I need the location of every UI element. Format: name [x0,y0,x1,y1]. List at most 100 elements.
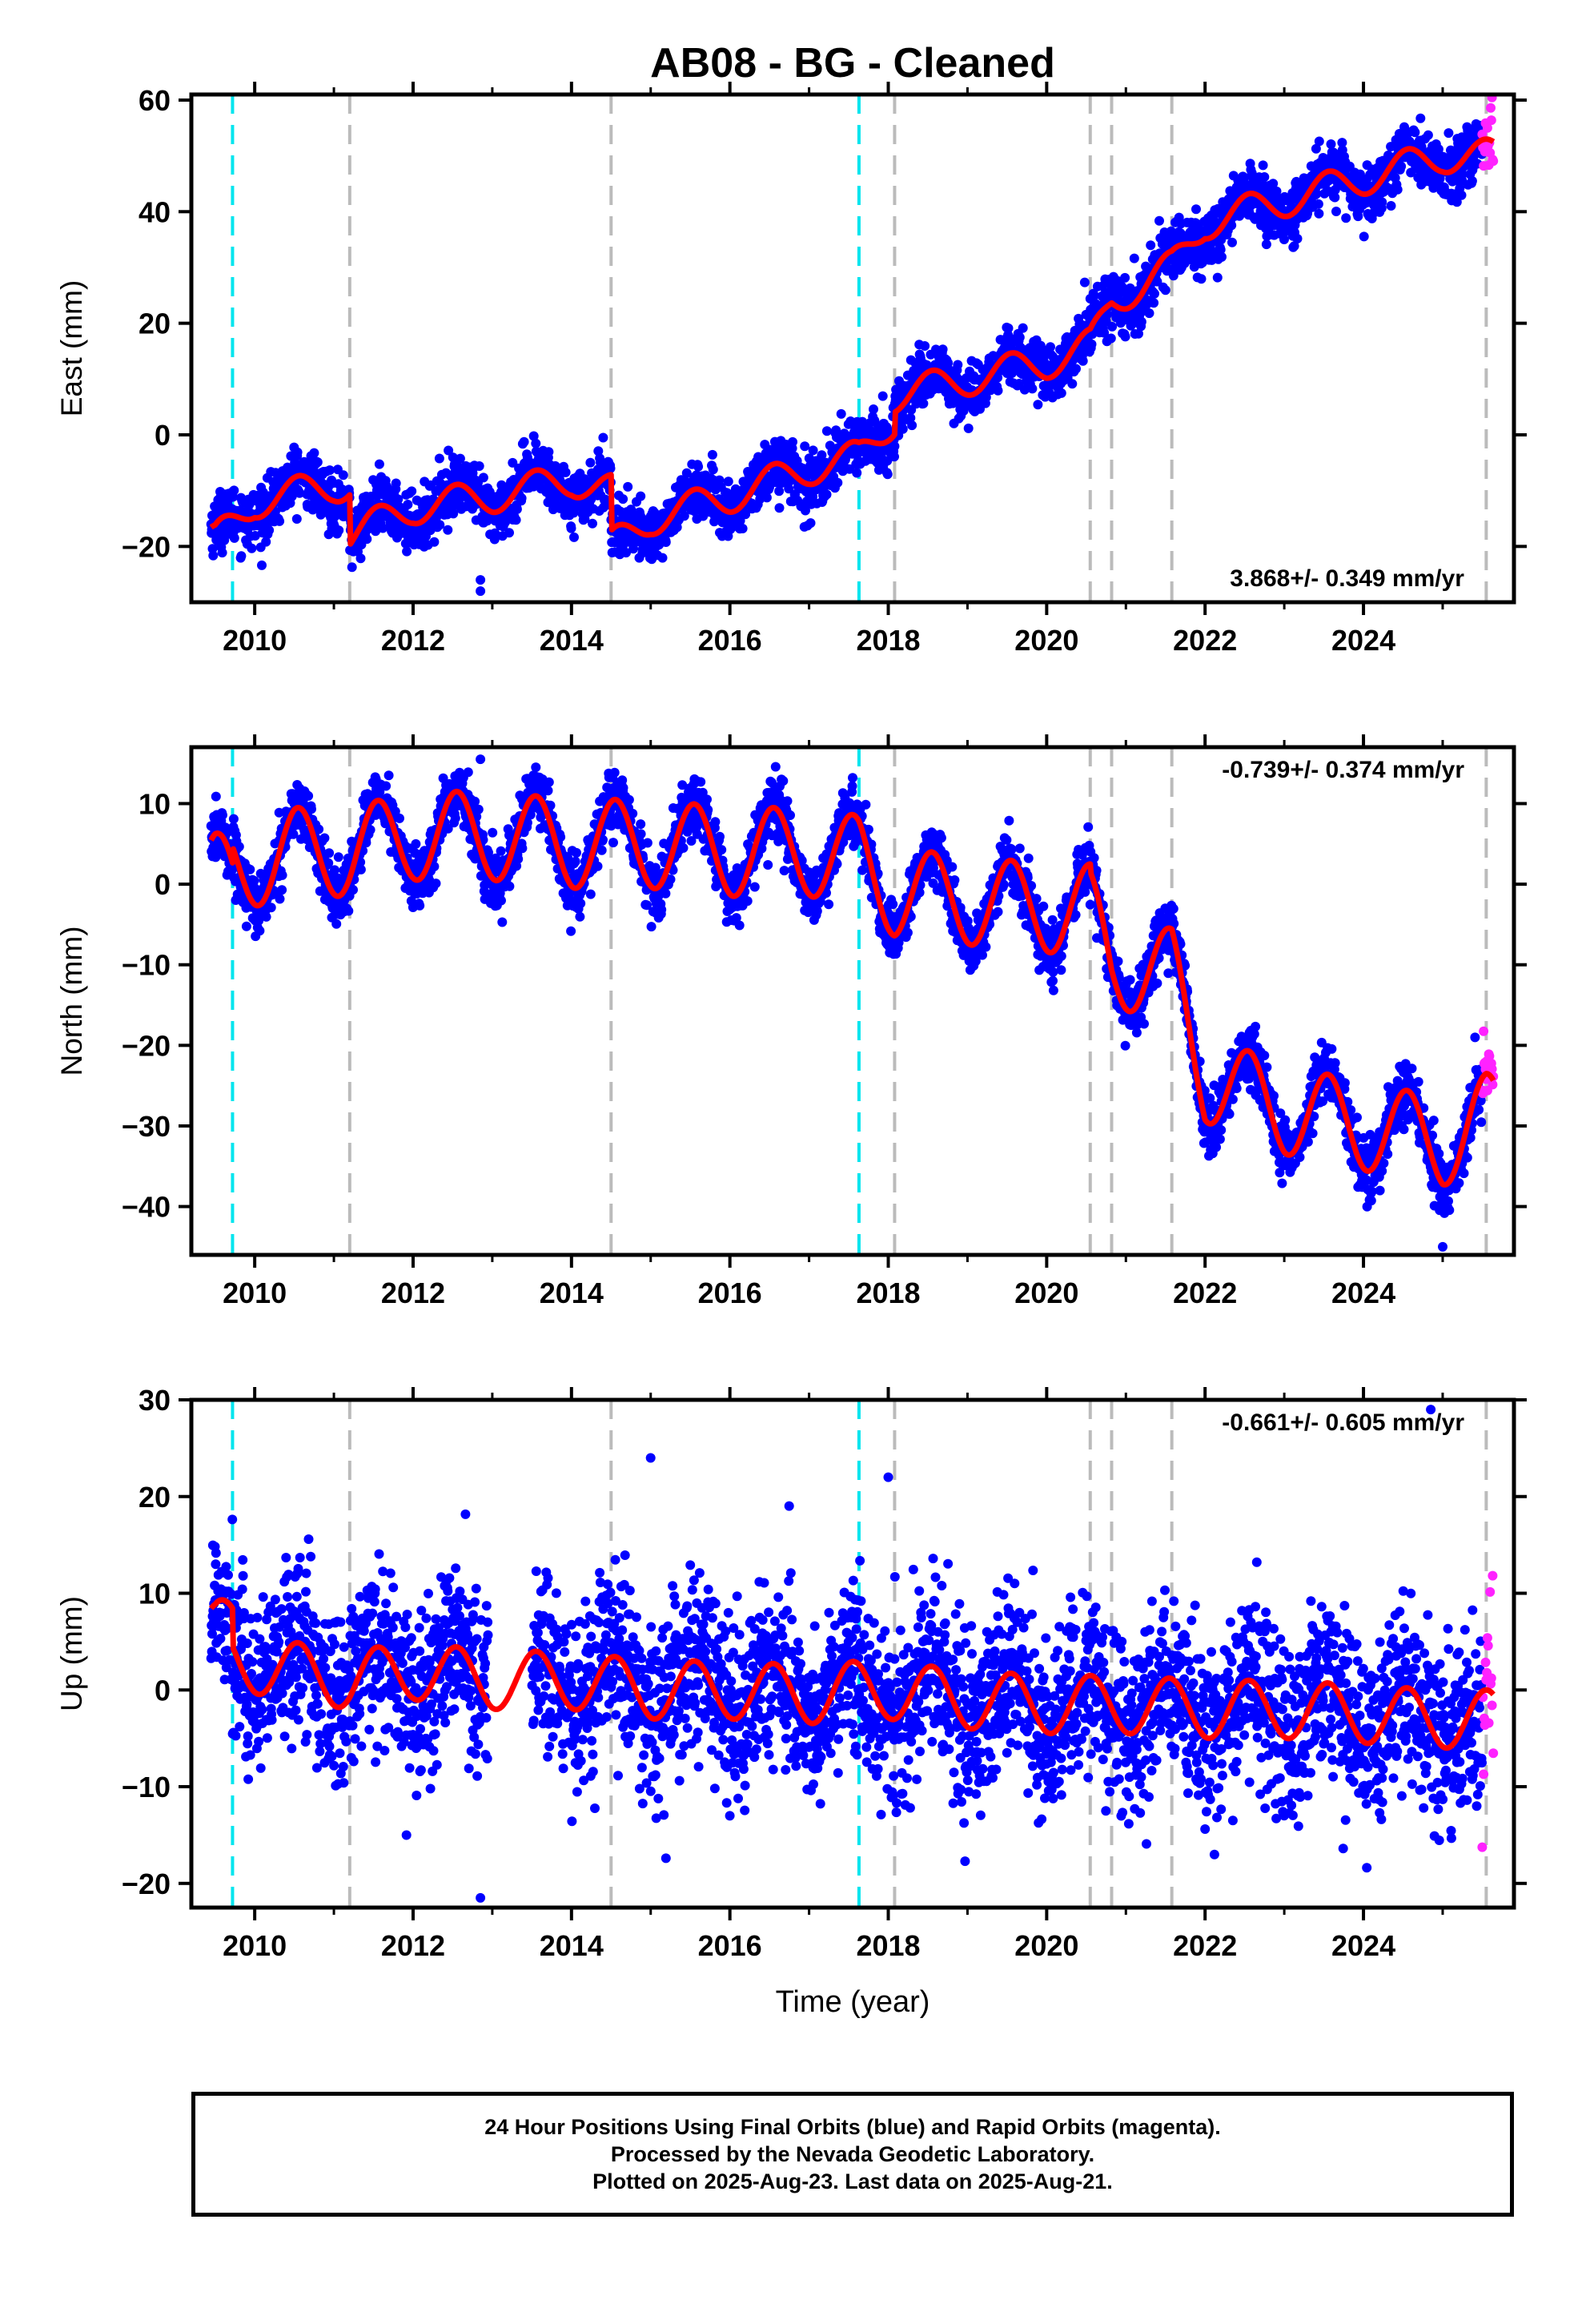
final-orbit-point [636,491,646,501]
final-orbit-point [1136,316,1146,327]
final-orbit-point [1078,356,1088,366]
final-orbit-point [623,481,633,492]
final-orbit-point [497,917,508,927]
final-orbit-point [229,485,239,496]
final-orbit-point [808,445,818,456]
final-orbit-point [918,398,929,408]
outlier-point [476,575,486,585]
final-orbit-point [598,432,608,443]
north-panel: 2010 2012 2014 2016 2018 2020 2022 2024−40−30−2… [55,734,1527,1309]
final-orbit-point [255,926,265,936]
final-orbit-point [1191,204,1201,215]
final-orbit-point [519,436,529,447]
final-orbit-point [1279,235,1289,244]
final-orbit-point [261,537,271,547]
final-orbit-point [1386,201,1396,211]
final-orbit-point [1018,323,1028,333]
x-tick-label: 2016 [698,624,762,657]
final-orbit-point [905,412,916,423]
final-orbit-point [470,796,480,806]
final-orbit-point [1457,169,1468,179]
final-orbit-point [531,762,541,773]
x-tick-label: 2012 [381,624,445,657]
final-orbit-point [1392,184,1403,195]
final-orbit-point [1196,274,1207,284]
final-orbit-point [836,408,846,419]
final-orbit-point [429,537,440,547]
final-orbit-point [1311,143,1321,154]
final-orbit-point [381,781,391,791]
final-orbit-point [343,906,354,916]
final-orbit-point [331,919,342,929]
final-orbit-point [1292,234,1303,243]
final-orbit-point [618,782,628,793]
final-orbit-point [1067,379,1078,389]
final-orbit-point [592,861,603,871]
final-orbit-point [528,431,539,441]
final-orbit-point [490,528,500,538]
final-orbit-point [833,477,843,488]
final-orbit-point [1396,161,1407,171]
final-orbit-point [1033,400,1043,410]
final-orbit-point [362,534,372,545]
final-orbit-point [593,446,604,456]
final-orbit-point [307,804,316,814]
final-orbit-point [1311,189,1322,199]
final-orbit-point [355,864,366,875]
final-orbit-point [431,879,441,889]
final-orbit-point [1313,199,1323,209]
final-orbit-point [1120,272,1130,283]
final-orbit-point [1268,179,1279,189]
final-orbit-point [943,358,954,368]
final-orbit-point [319,833,330,843]
final-orbit-point [211,791,221,802]
final-orbit-point [435,520,445,530]
final-orbit-point [365,825,375,835]
x-tick-label: 2018 [856,624,920,657]
final-orbit-point [1331,207,1341,216]
final-orbit-point [679,511,689,521]
final-orbit-point [513,854,524,864]
final-orbit-point [333,852,343,862]
final-orbit-point [1377,197,1387,207]
final-orbit-point [882,469,893,480]
final-orbit-point [249,875,259,886]
y-tick-label: 60 [139,84,171,117]
rapid-orbit-point [1486,115,1496,126]
final-orbit-point [303,790,314,801]
final-orbit-point [544,777,554,787]
final-orbit-point [1217,251,1227,262]
model-curve [209,136,1496,547]
final-orbit-point [378,523,388,533]
final-orbit-point [288,829,299,839]
final-orbit-point [1289,241,1299,251]
final-orbit-point [375,786,385,797]
final-orbit-point [496,895,506,906]
rapid-orbit-point [1486,103,1496,113]
final-orbit-point [661,537,671,547]
final-orbit-point [1212,272,1223,283]
data-points [206,754,1499,1252]
rapid-orbit-point [1482,123,1492,133]
final-orbit-point [566,523,576,533]
final-orbit-point [1410,127,1420,138]
final-orbit-point [390,806,400,817]
final-orbit-point [1144,308,1154,319]
final-orbit-point [531,438,541,448]
final-orbit-point [241,921,251,931]
final-orbit-point [463,767,473,778]
outlier-point [476,586,486,597]
final-orbit-point [443,525,453,535]
final-orbit-point [324,848,335,858]
final-orbit-point [443,823,453,834]
final-orbit-point [312,457,323,468]
final-orbit-point [266,903,276,913]
final-orbit-point [889,441,900,452]
final-orbit-point [1134,328,1143,339]
final-orbit-point [1089,291,1099,301]
final-orbit-point [1120,332,1130,342]
final-orbit-point [1071,364,1081,374]
final-orbit-point [821,426,832,436]
final-orbit-point [309,448,319,458]
east-panel: 2010 2012 2014 2016 2018 2020 2022 2024−2002040… [55,82,1527,657]
